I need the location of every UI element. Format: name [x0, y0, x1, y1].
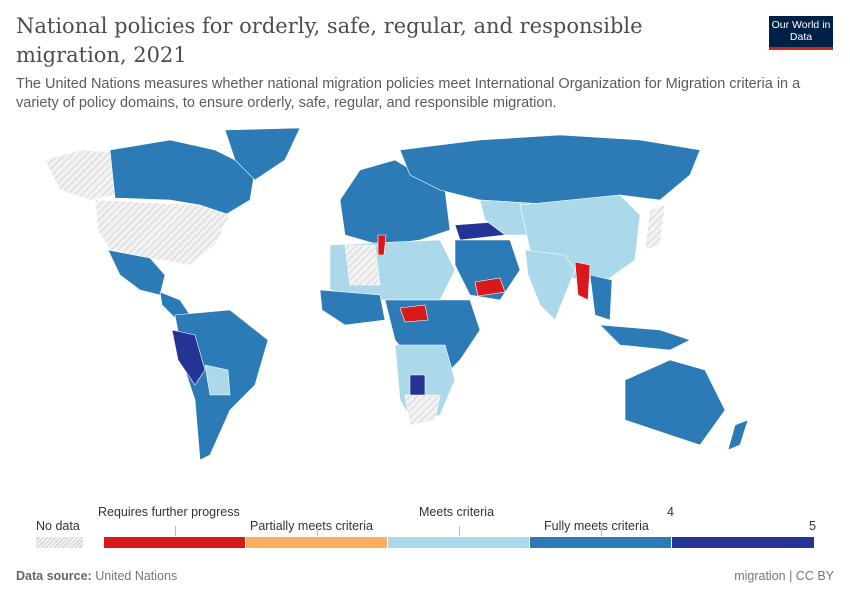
legend-tick	[175, 526, 176, 536]
russia	[399, 134, 701, 206]
australia	[624, 359, 726, 446]
legend-tick-5: 5	[809, 519, 816, 533]
legend-swatch-fully-meets[interactable]	[530, 537, 672, 548]
legend-swatch-partially-meets[interactable]	[246, 537, 388, 548]
legend-label-fully-meets: Fully meets criteria	[544, 519, 649, 533]
legend-tick	[459, 526, 460, 536]
legend-tick	[601, 526, 602, 536]
chart-subtitle: The United Nations measures whether nati…	[16, 76, 801, 111]
se-asia	[589, 274, 613, 321]
data-source-link[interactable]: United Nations	[95, 569, 178, 583]
legend-swatch-meets[interactable]	[388, 537, 530, 548]
data-source: Data source: United Nations	[16, 569, 177, 583]
legend-no-data-swatch[interactable]	[36, 537, 83, 548]
data-source-label: Data source:	[16, 569, 92, 583]
legend-swatch-top[interactable]	[672, 537, 814, 548]
legend-swatch-requires-further-progress[interactable]	[104, 537, 246, 548]
middle-east	[454, 239, 521, 301]
botswana	[409, 374, 426, 396]
new-zealand	[727, 419, 749, 451]
owid-logo[interactable]: Our World in Data	[769, 16, 833, 50]
car	[399, 304, 429, 323]
legend-tick	[317, 526, 318, 536]
yemen	[474, 277, 506, 297]
west-africa	[319, 289, 386, 326]
greenland	[224, 127, 301, 181]
chart-title: National policies for orderly, safe, reg…	[16, 14, 643, 67]
world-map[interactable]	[0, 120, 850, 500]
indonesia	[599, 324, 691, 351]
license-text[interactable]: migration | CC BY	[734, 569, 834, 583]
canada	[109, 139, 256, 216]
legend-label-requires-further-progress: Requires further progress	[98, 505, 240, 519]
mexico	[107, 249, 166, 296]
south-africa	[404, 394, 441, 426]
legend-label-partially-meets: Partially meets criteria	[250, 519, 373, 533]
tunisia	[377, 234, 387, 256]
libya-algeria	[344, 244, 381, 286]
peru	[171, 329, 206, 386]
india	[524, 249, 576, 321]
legend-label-meets: Meets criteria	[419, 505, 495, 519]
bolivia	[204, 364, 231, 396]
alaska	[44, 149, 116, 201]
usa	[94, 199, 231, 266]
legend-no-data-label: No data	[36, 519, 80, 533]
myanmar	[574, 261, 591, 301]
japan	[644, 204, 666, 251]
legend-tick-4: 4	[667, 505, 674, 519]
